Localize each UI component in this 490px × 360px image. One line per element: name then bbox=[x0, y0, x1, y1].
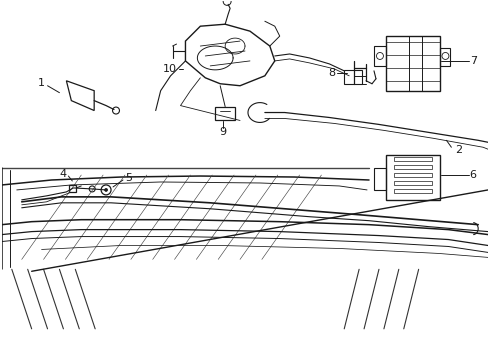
Text: 4: 4 bbox=[60, 169, 67, 179]
Text: 5: 5 bbox=[125, 173, 132, 183]
Text: 10: 10 bbox=[163, 64, 176, 74]
Text: 7: 7 bbox=[469, 56, 477, 66]
Text: 9: 9 bbox=[220, 127, 227, 138]
Text: 8: 8 bbox=[328, 68, 335, 78]
Text: 1: 1 bbox=[38, 78, 45, 88]
Text: 2: 2 bbox=[455, 145, 462, 155]
Text: 6: 6 bbox=[470, 170, 477, 180]
Circle shape bbox=[104, 188, 108, 192]
